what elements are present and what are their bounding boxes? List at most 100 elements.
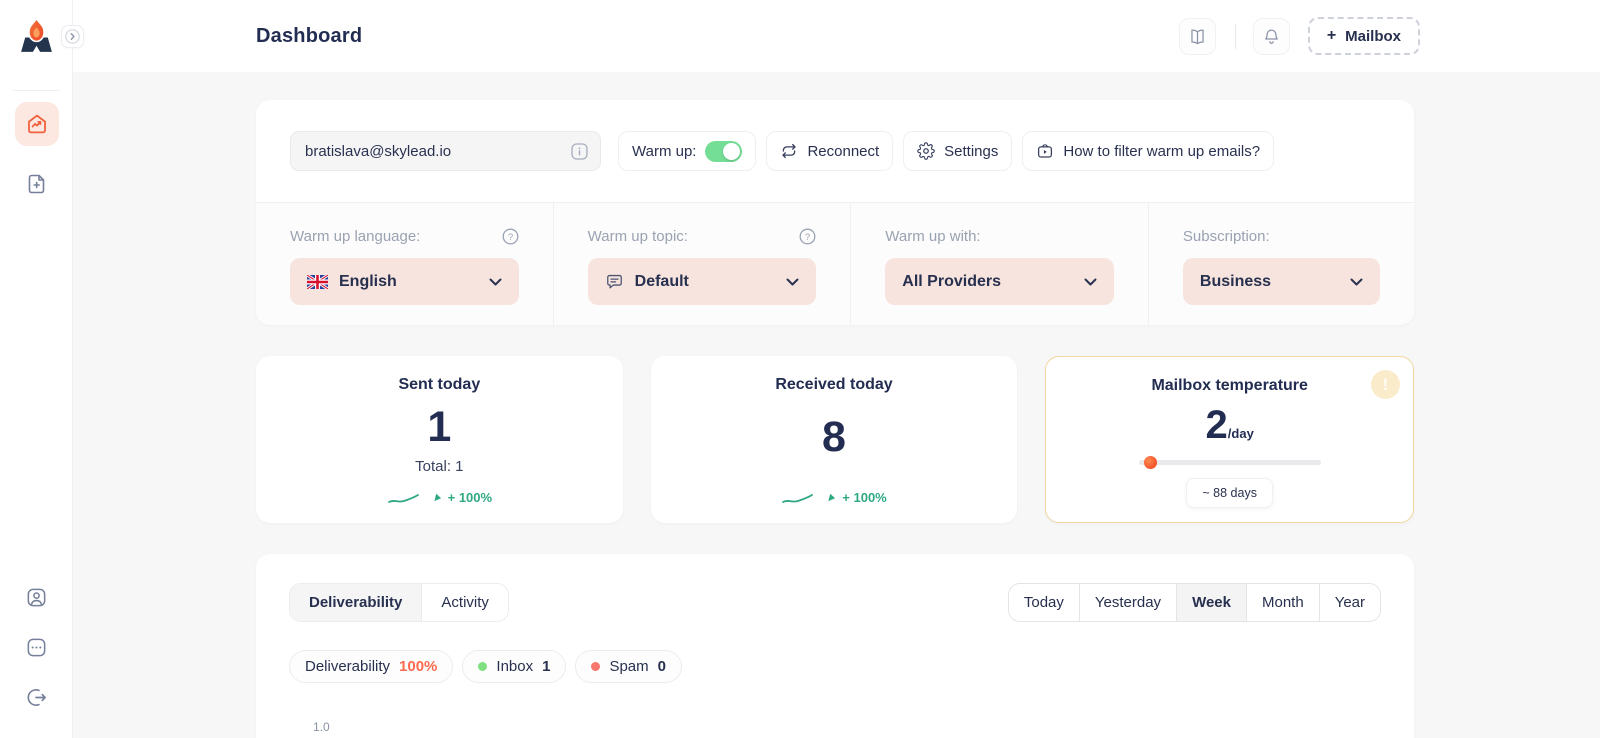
language-value: English <box>339 272 397 290</box>
subscription-dropdown[interactable]: Business <box>1182 258 1381 305</box>
deliverability-badge: Deliverability 100% <box>289 650 454 683</box>
period-today[interactable]: Today <box>1008 584 1080 621</box>
sidebar <box>0 0 84 738</box>
inbox-dot-icon <box>478 662 488 671</box>
spam-dot-icon <box>591 662 601 671</box>
warm-up-settings-row: Warm up language: ? <box>256 203 1414 325</box>
repeat-icon <box>782 143 797 159</box>
email-field-wrap <box>290 131 601 171</box>
temperature-slider[interactable] <box>1138 456 1321 469</box>
sidebar-nav <box>0 102 73 206</box>
info-icon[interactable] <box>571 142 588 160</box>
gear-icon <box>917 142 935 160</box>
subscription-label: Subscription: <box>1182 227 1270 245</box>
providers-dropdown[interactable]: All Providers <box>885 258 1114 305</box>
svg-text:?: ? <box>507 232 512 243</box>
mailbox-panel: Warm up: Reconnect <box>256 100 1414 325</box>
topic-dropdown[interactable]: Default <box>587 258 817 305</box>
spam-badge-value: 0 <box>657 658 666 675</box>
warm-up-language-label: Warm up language: <box>290 227 421 245</box>
sidebar-expand-button[interactable] <box>61 25 84 48</box>
legend-row: Deliverability 100% Inbox 1 Spam 0 <box>289 650 1381 683</box>
inbox-badge-label: Inbox <box>496 658 534 675</box>
tab-deliverability[interactable]: Deliverability <box>290 584 423 621</box>
topic-value: Default <box>634 272 689 290</box>
warm-up-toggle-group: Warm up: <box>618 131 757 171</box>
user-square-icon <box>27 588 46 607</box>
help-icon[interactable]: ? <box>502 228 519 245</box>
warm-up-topic-label: Warm up topic: <box>587 227 688 245</box>
period-month[interactable]: Month <box>1246 584 1320 621</box>
analytics-header: Deliverability Activity Today Yesterday … <box>289 583 1381 622</box>
notifications-button[interactable] <box>1252 17 1290 55</box>
main-area: Dashboard + Mailbox <box>73 0 1600 738</box>
add-mailbox-label: Mailbox <box>1345 27 1401 45</box>
account-button[interactable] <box>25 586 48 609</box>
sent-trend: + 100% <box>387 490 492 505</box>
received-trend-value: + 100% <box>842 490 887 505</box>
analytics-tabs: Deliverability Activity <box>289 583 509 622</box>
toggle-knob <box>723 142 741 160</box>
reconnect-button[interactable]: Reconnect <box>766 131 894 171</box>
subscription-group: Subscription: Business <box>1149 203 1414 325</box>
sidebar-bottom-nav <box>0 586 73 709</box>
language-dropdown[interactable]: English <box>290 258 519 305</box>
sent-today-value: 1 <box>427 403 452 451</box>
dots-square-icon <box>27 638 46 657</box>
providers-value: All Providers <box>902 272 1001 290</box>
help-icon[interactable]: ? <box>799 228 816 245</box>
received-today-value: 8 <box>822 413 846 461</box>
trend-arrow-icon <box>828 493 836 502</box>
stats-row: Sent today 1 Total: 1 + 100% Receiv <box>256 356 1415 523</box>
home-trend-icon <box>27 114 46 134</box>
add-mailbox-button[interactable]: + Mailbox <box>1307 17 1420 55</box>
warm-up-topic-group: Warm up topic: ? Default <box>554 203 852 325</box>
deliverability-badge-value: 100% <box>399 658 438 675</box>
book-open-icon <box>1191 29 1204 44</box>
warm-up-toggle[interactable] <box>705 140 743 162</box>
mailbox-controls-row: Warm up: Reconnect <box>256 100 1414 203</box>
warning-icon[interactable]: ! <box>1371 370 1401 399</box>
tab-activity[interactable]: Activity <box>422 584 508 621</box>
temperature-title: Mailbox temperature <box>1151 377 1308 394</box>
sidebar-item-dashboard[interactable] <box>14 102 59 146</box>
header-actions: + Mailbox <box>1178 17 1420 55</box>
subscription-value: Business <box>1199 272 1272 290</box>
temperature-slider-thumb[interactable] <box>1143 456 1157 469</box>
temperature-value: 2 <box>1205 403 1228 447</box>
sent-trend-value: + 100% <box>447 490 493 505</box>
chevron-right-circle-icon <box>65 29 80 44</box>
warm-up-language-group: Warm up language: ? <box>256 203 554 325</box>
warm-up-with-label: Warm up with: <box>885 227 981 245</box>
logout-button[interactable] <box>25 686 48 709</box>
warm-up-label: Warm up: <box>632 142 697 160</box>
how-to-filter-button[interactable]: How to filter warm up emails? <box>1022 131 1275 171</box>
support-chat-button[interactable] <box>25 636 48 659</box>
page-title: Dashboard <box>256 24 363 47</box>
flame-mailbox-logo-icon <box>21 17 52 52</box>
email-field[interactable] <box>305 142 571 160</box>
sparkline-icon <box>782 494 814 503</box>
period-selector: Today Yesterday Week Month Year <box>1007 583 1381 622</box>
period-yesterday[interactable]: Yesterday <box>1079 584 1178 621</box>
period-year[interactable]: Year <box>1319 584 1380 621</box>
days-estimate-badge: ~ 88 days <box>1186 478 1273 508</box>
spam-badge: Spam 0 <box>575 650 682 683</box>
sidebar-item-add-mailbox[interactable] <box>15 162 59 206</box>
temperature-value-row: 2 /day <box>1206 405 1254 445</box>
docs-button[interactable] <box>1178 17 1216 55</box>
warm-up-with-group: Warm up with: All Providers <box>851 203 1149 325</box>
period-week[interactable]: Week <box>1177 584 1247 621</box>
mailbox-temperature-card: ! Mailbox temperature 2 /day ~ 88 days <box>1045 356 1415 523</box>
received-today-card: Received today 8 + 100% <box>650 356 1018 523</box>
logout-icon <box>27 689 46 706</box>
y-axis-tick: 1.0 <box>313 720 330 734</box>
reconnect-label: Reconnect <box>807 142 880 160</box>
sidebar-divider <box>13 90 60 91</box>
header-divider <box>1234 23 1236 49</box>
analytics-panel: Deliverability Activity Today Yesterday … <box>256 554 1414 738</box>
trend-arrow-icon <box>433 493 441 502</box>
chevron-down-icon <box>1350 278 1363 286</box>
settings-button[interactable]: Settings <box>903 131 1013 171</box>
